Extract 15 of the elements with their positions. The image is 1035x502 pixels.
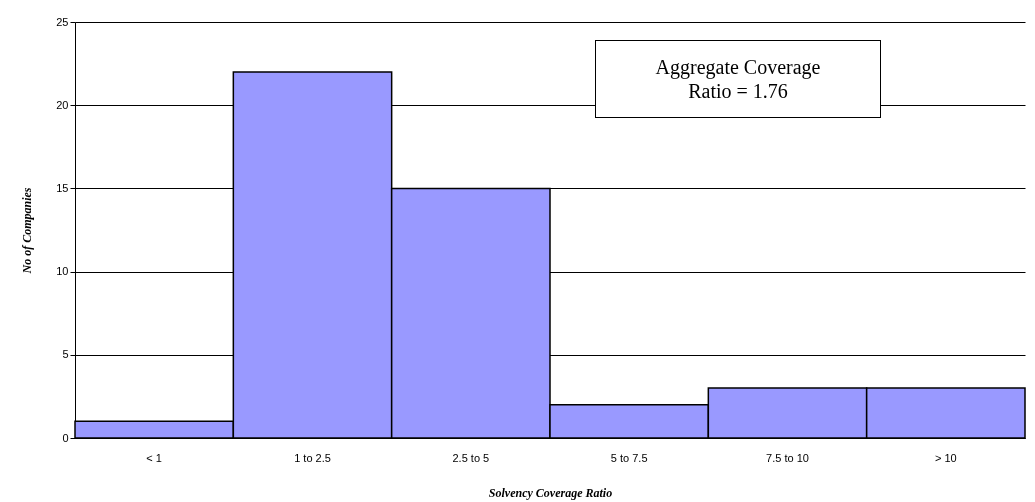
y-tick-label: 25 bbox=[56, 15, 69, 28]
y-tick-label: 20 bbox=[56, 98, 69, 111]
x-tick-label: > 10 bbox=[934, 451, 957, 464]
y-tick-label: 15 bbox=[56, 181, 69, 194]
text-box: Aggregate Coverage Ratio = 1.76 bbox=[595, 40, 881, 118]
x-tick-label: 5 to 7.5 bbox=[610, 451, 648, 464]
x-tick-label: 1 to 2.5 bbox=[294, 451, 331, 464]
y-tick-label: 5 bbox=[62, 348, 69, 361]
y-tick-label: 10 bbox=[56, 265, 69, 278]
x-axis-title: Solvency Coverage Ratio bbox=[488, 485, 613, 500]
x-tick-label: 2.5 to 5 bbox=[452, 451, 490, 464]
y-tick-label: 0 bbox=[62, 431, 69, 444]
x-tick-label: < 1 bbox=[146, 451, 162, 464]
x-tick-label: 7.5 to 10 bbox=[766, 451, 809, 464]
y-axis-title: No of Companies bbox=[20, 187, 35, 275]
